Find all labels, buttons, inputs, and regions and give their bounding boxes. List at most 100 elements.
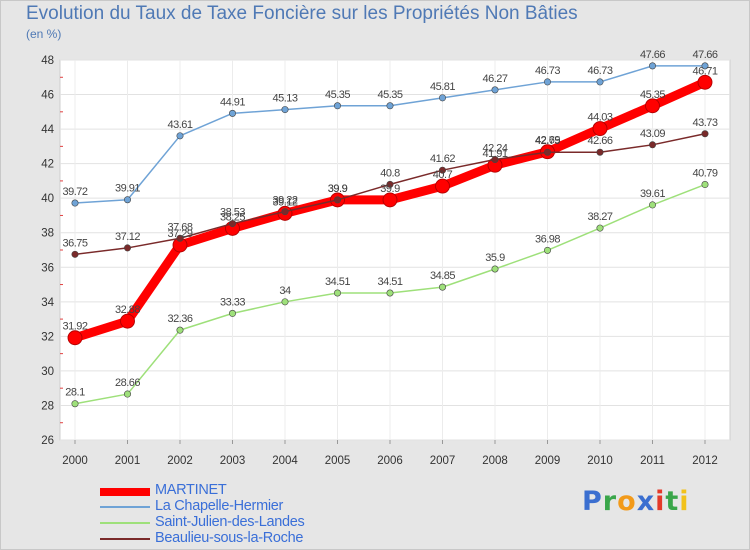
data-point-beaulieu-sous-la-roche	[438, 166, 446, 174]
y-tick-label: 40	[41, 193, 54, 205]
data-point-la-chapelle-hermier	[701, 62, 709, 70]
data-label-saint-julien-des-landes: 40.79	[692, 168, 717, 180]
data-label-martinet: 46.71	[692, 65, 717, 77]
legend-swatch-saint-julien	[100, 522, 150, 524]
data-point-martinet	[382, 192, 398, 208]
data-label-la-chapelle-hermier: 46.73	[535, 65, 560, 77]
data-point-martinet	[592, 121, 608, 137]
data-label-la-chapelle-hermier: 46.73	[587, 65, 612, 77]
x-tick-label: 2003	[220, 455, 246, 467]
legend-swatch-martinet	[100, 488, 150, 496]
data-label-beaulieu-sous-la-roche: 40.8	[380, 167, 400, 179]
data-point-la-chapelle-hermier	[438, 94, 446, 102]
y-tick-label: 32	[41, 331, 54, 343]
y-tick-label: 46	[41, 90, 54, 102]
data-label-martinet: 38.25	[220, 211, 245, 223]
y-tick-label: 42	[41, 159, 54, 171]
data-point-saint-julien-des-landes	[596, 224, 604, 232]
y-tick-label: 26	[41, 435, 54, 447]
y-tick-label: 36	[41, 262, 54, 274]
data-point-saint-julien-des-landes	[281, 298, 289, 306]
data-point-la-chapelle-hermier	[543, 78, 551, 86]
data-point-la-chapelle-hermier	[333, 102, 341, 110]
data-label-la-chapelle-hermier: 47.66	[692, 49, 717, 61]
y-tick-label: 34	[41, 297, 54, 309]
data-point-saint-julien-des-landes	[386, 289, 394, 297]
y-tick-label: 38	[41, 228, 54, 240]
data-label-martinet: 40.7	[433, 169, 453, 181]
data-label-beaulieu-sous-la-roche: 37.68	[167, 221, 192, 233]
x-tick-label: 2002	[167, 455, 193, 467]
data-label-martinet: 44.03	[587, 112, 612, 124]
data-point-martinet	[645, 98, 660, 114]
data-label-martinet: 42.69	[535, 135, 560, 147]
data-label-martinet: 31.92	[62, 321, 87, 333]
x-tick-label: 2010	[587, 455, 613, 467]
data-point-la-chapelle-hermier	[491, 86, 499, 94]
legend-label-saint-julien: Saint-Julien-des-Landes	[155, 514, 305, 530]
data-label-la-chapelle-hermier: 44.91	[220, 96, 245, 108]
data-point-saint-julien-des-landes	[648, 201, 656, 209]
data-label-beaulieu-sous-la-roche: 42.66	[587, 135, 612, 147]
data-point-la-chapelle-hermier	[281, 106, 289, 114]
data-label-martinet: 39.12	[272, 196, 297, 208]
data-point-beaulieu-sous-la-roche	[176, 234, 184, 242]
x-tick-label: 2009	[535, 455, 561, 467]
data-point-la-chapelle-hermier	[124, 196, 132, 204]
data-label-la-chapelle-hermier: 39.91	[115, 183, 140, 195]
data-point-saint-julien-des-landes	[124, 390, 132, 398]
data-label-beaulieu-sous-la-roche: 42.24	[482, 142, 507, 154]
data-label-beaulieu-sous-la-roche: 36.75	[62, 237, 87, 249]
x-tick-label: 2011	[640, 455, 665, 467]
data-point-beaulieu-sous-la-roche	[333, 196, 341, 204]
data-label-la-chapelle-hermier: 43.61	[167, 119, 192, 131]
data-label-beaulieu-sous-la-roche: 41.62	[430, 153, 455, 165]
data-point-la-chapelle-hermier	[648, 62, 656, 70]
data-point-beaulieu-sous-la-roche	[648, 141, 656, 149]
data-label-beaulieu-sous-la-roche: 39.9	[328, 183, 348, 195]
data-label-la-chapelle-hermier: 45.81	[430, 81, 455, 93]
data-label-saint-julien-des-landes: 34.85	[430, 270, 455, 282]
data-label-saint-julien-des-landes: 38.27	[587, 211, 612, 223]
data-label-martinet: 37.29	[167, 228, 192, 240]
data-label-la-chapelle-hermier: 45.35	[325, 89, 350, 101]
legend-item-martinet: MARTINET	[100, 482, 360, 499]
data-label-saint-julien-des-landes: 34	[279, 285, 291, 297]
data-point-saint-julien-des-landes	[176, 326, 184, 334]
x-tick-label: 2001	[115, 455, 141, 467]
data-point-la-chapelle-hermier	[596, 78, 604, 86]
x-tick-label: 2004	[272, 455, 298, 467]
legend-label-beaulieu: Beaulieu-sous-la-Roche	[155, 530, 304, 546]
legend-swatch-beaulieu	[100, 538, 150, 540]
data-label-la-chapelle-hermier: 45.13	[272, 93, 297, 105]
data-label-martinet: 45.35	[640, 89, 665, 101]
data-point-saint-julien-des-landes	[491, 265, 499, 273]
data-point-saint-julien-des-landes	[543, 246, 551, 254]
legend-label-martinet: MARTINET	[155, 482, 227, 498]
data-point-la-chapelle-hermier	[71, 199, 79, 207]
data-label-saint-julien-des-landes: 28.66	[115, 377, 140, 389]
x-tick-label: 2005	[325, 455, 351, 467]
data-label-saint-julien-des-landes: 39.61	[640, 188, 665, 200]
data-label-saint-julien-des-landes: 34.51	[377, 276, 402, 288]
data-label-beaulieu-sous-la-roche: 37.12	[115, 231, 140, 243]
legend-swatch-chapelle	[100, 506, 150, 508]
data-point-beaulieu-sous-la-roche	[543, 148, 551, 156]
data-label-saint-julien-des-landes: 35.9	[485, 252, 505, 264]
data-point-la-chapelle-hermier	[386, 102, 394, 110]
y-tick-label: 28	[41, 400, 54, 412]
data-label-beaulieu-sous-la-roche: 43.73	[692, 117, 717, 129]
data-point-martinet	[120, 313, 135, 329]
data-point-saint-julien-des-landes	[701, 181, 709, 189]
data-label-saint-julien-des-landes: 34.51	[325, 276, 350, 288]
data-point-martinet	[67, 330, 83, 346]
data-point-beaulieu-sous-la-roche	[386, 180, 394, 188]
data-label-la-chapelle-hermier: 39.72	[62, 186, 87, 198]
data-point-beaulieu-sous-la-roche	[701, 130, 709, 138]
data-label-beaulieu-sous-la-roche: 43.09	[640, 128, 665, 140]
data-label-saint-julien-des-landes: 28.1	[65, 387, 85, 399]
data-point-martinet	[435, 178, 450, 194]
data-point-saint-julien-des-landes	[333, 289, 341, 297]
data-point-beaulieu-sous-la-roche	[281, 208, 289, 216]
